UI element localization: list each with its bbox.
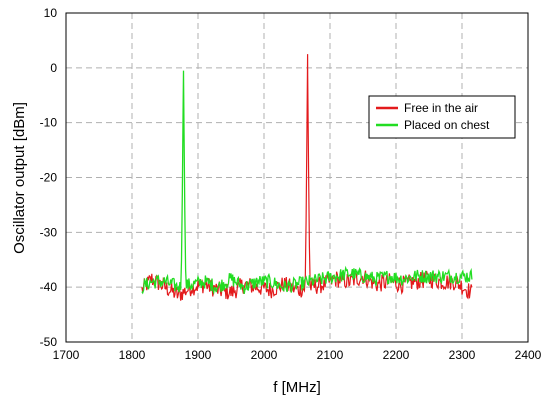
y-tick-label: -10 [40, 116, 58, 130]
x-axis-label: f [MHz] [273, 379, 321, 396]
x-tick-label: 2400 [515, 348, 542, 362]
legend-box [368, 95, 516, 139]
series-lines [141, 54, 473, 301]
series-line-free-in-air [141, 54, 473, 301]
x-tick-label: 1700 [53, 348, 80, 362]
x-tick-label: 1900 [185, 348, 212, 362]
x-tick-label: 2100 [317, 348, 344, 362]
y-tick-label: -30 [40, 225, 58, 239]
legend-label: Free in the air [404, 101, 478, 115]
y-tick-label: 10 [44, 6, 58, 20]
y-tick-label: -40 [40, 280, 58, 294]
y-ticks: 10 0 -10 -20 -30 -40 -50 [40, 6, 58, 349]
y-tick-label: -20 [40, 171, 58, 185]
series-line-placed-on-chest [141, 70, 473, 296]
y-tick-label: 0 [50, 61, 57, 75]
legend: Free in the air Placed on chest [368, 95, 516, 139]
x-ticks: 1700 1800 1900 2000 2100 2200 2300 2400 [53, 348, 542, 362]
y-axis-label: Oscillator output [dBm] [11, 102, 28, 254]
x-tick-label: 2300 [449, 348, 476, 362]
x-tick-label: 1800 [119, 348, 146, 362]
x-tick-label: 2000 [251, 348, 278, 362]
plot-frame [65, 12, 529, 343]
x-tick-label: 2200 [383, 348, 410, 362]
grid-lines [66, 13, 528, 342]
y-tick-label: -50 [40, 335, 58, 349]
legend-label: Placed on chest [404, 118, 490, 132]
